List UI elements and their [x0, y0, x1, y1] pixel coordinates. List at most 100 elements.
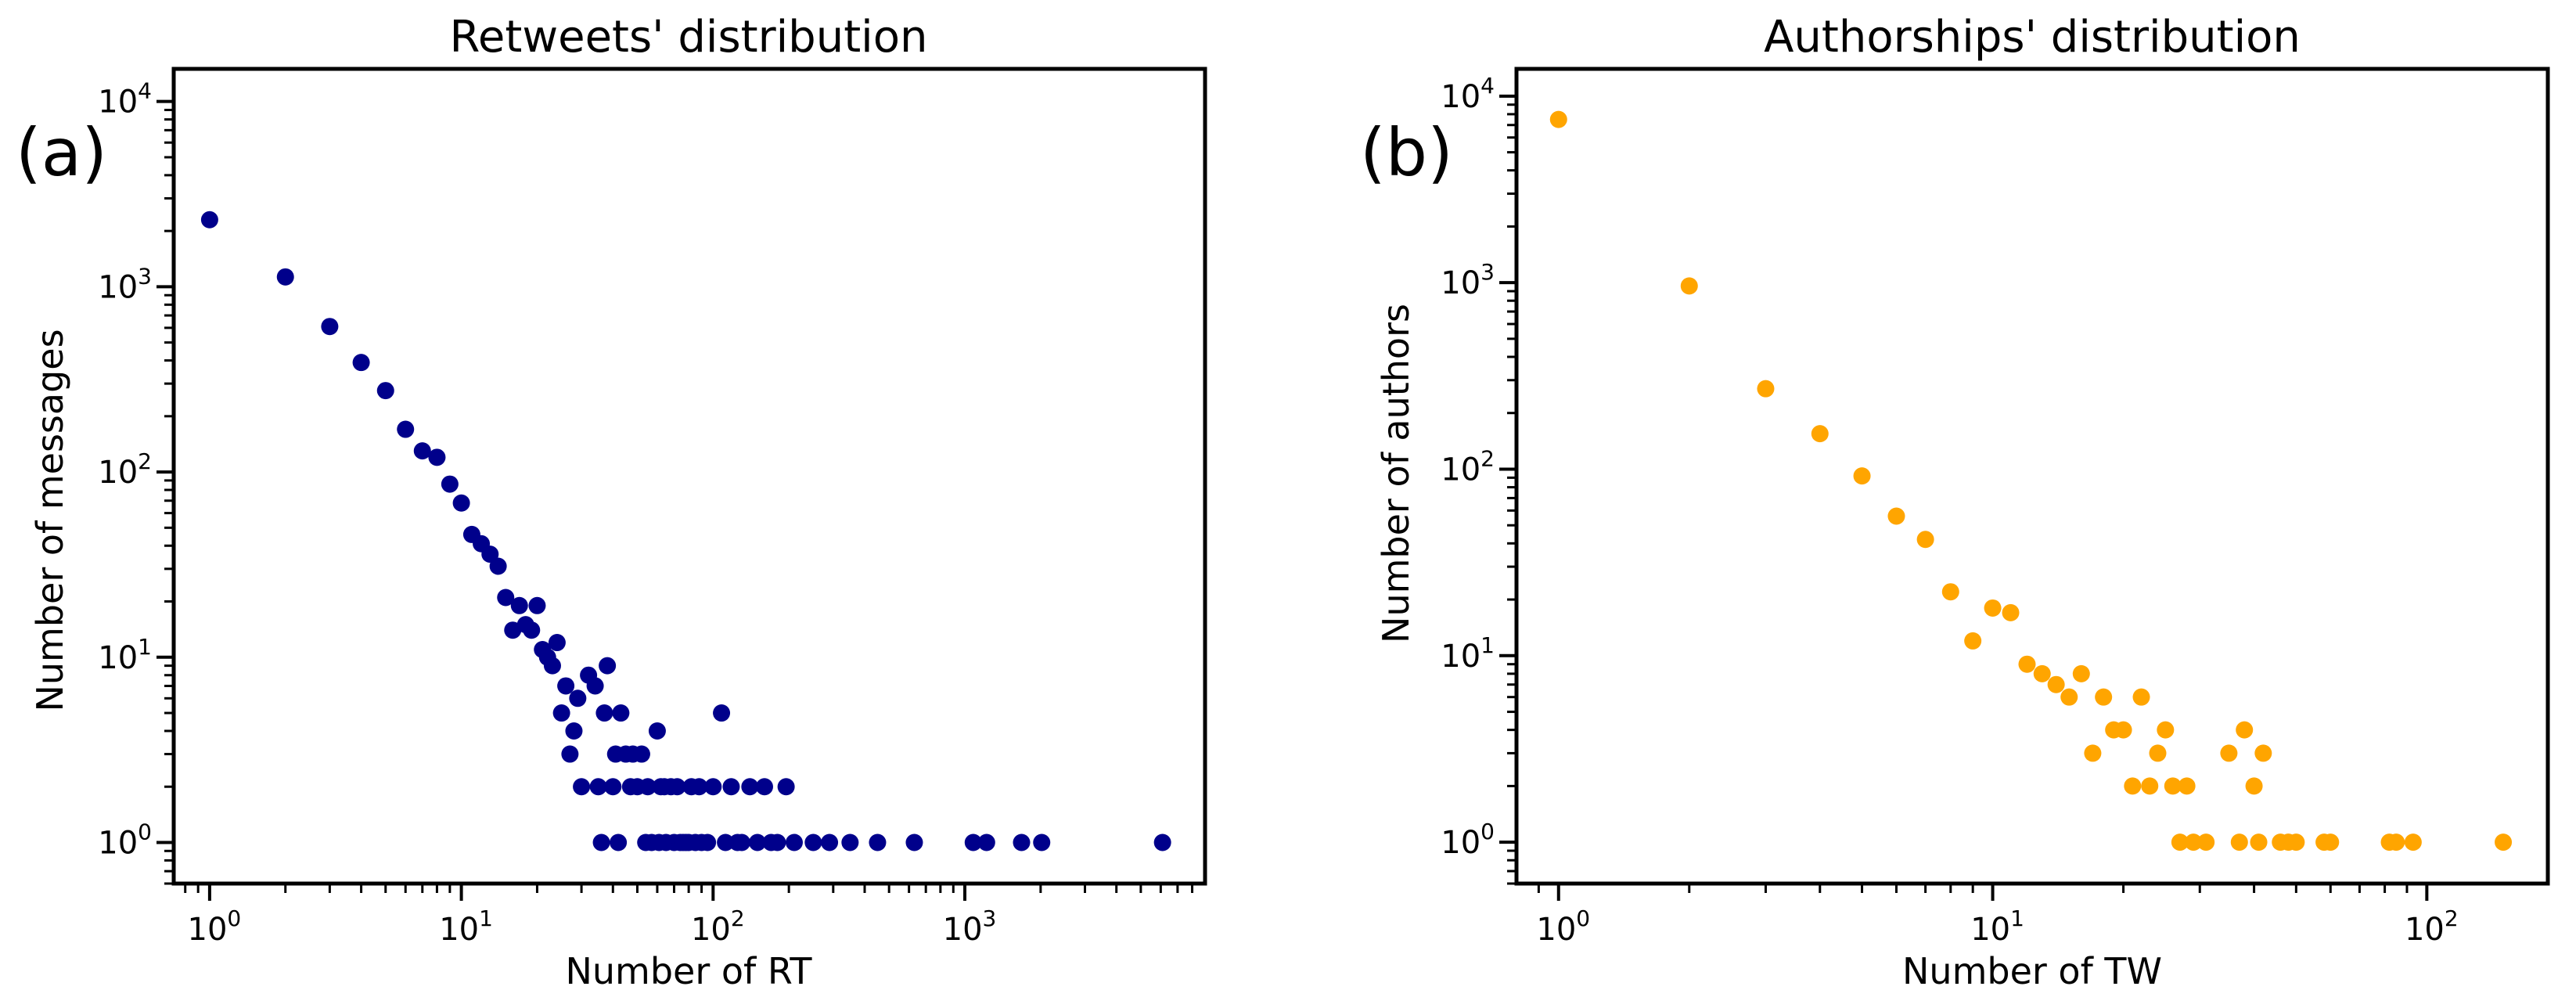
panel-b-data-point: [1853, 467, 1871, 485]
panel-a-data-point: [905, 833, 923, 851]
panel-a-data-point: [397, 420, 415, 438]
panel-a-data-point: [632, 745, 650, 763]
panel-b-data-point: [1549, 110, 1567, 128]
panel-a-data-point: [610, 833, 628, 851]
panel-a-data-point: [497, 589, 515, 607]
panel-a-data-point: [690, 778, 708, 796]
panel-a-points: [200, 211, 1171, 851]
panel-a-data-point: [748, 833, 766, 851]
panel-b-data-point: [2164, 777, 2182, 795]
panel-b-data-point: [1811, 425, 1829, 443]
panel-a-data-point: [732, 833, 750, 851]
panel-b-data-point: [2047, 675, 2065, 693]
panel-b-data-point: [2404, 833, 2422, 851]
panel-b-ylabel: Number of authors: [1375, 304, 1417, 643]
panel-a-data-point: [777, 778, 795, 796]
panel-b-data-point: [1887, 507, 1905, 525]
panel-a-data-point: [352, 354, 370, 372]
panel-b-y-tick-label: 100: [1441, 819, 1495, 861]
panel-a-data-point: [1013, 833, 1031, 851]
panel-b-data-point: [2171, 833, 2189, 851]
panel-a-data-point: [668, 778, 686, 796]
panel-a-title: Retweets' distribution: [450, 12, 928, 63]
panel-b-data-point: [2250, 833, 2268, 851]
panel-b-data-point: [2185, 833, 2203, 851]
panel-a-data-point: [552, 704, 570, 722]
panel-a-data-point: [1153, 833, 1171, 851]
panel-a-data-point: [569, 689, 587, 707]
panel-a-data-point: [612, 704, 630, 722]
panel-b-data-point: [2002, 603, 2020, 621]
panel-a-data-point: [595, 704, 613, 722]
panel-a-y-tick-label: 100: [98, 819, 152, 861]
panel-a-x-tick-label: 103: [943, 905, 997, 948]
panel-a-data-point: [452, 494, 470, 512]
panel-b-data-point: [2287, 833, 2305, 851]
panel-a-data-point: [741, 778, 759, 796]
panel-a-y-tick-label: 102: [98, 448, 152, 491]
panel-a-ticks: 100 101 102 103 100 101 102 103 104: [98, 78, 1194, 948]
panel-a-data-point: [977, 833, 995, 851]
panel-b-frame: [1514, 67, 2550, 886]
panel-a-data-point: [481, 545, 499, 563]
panel-a-data-point: [604, 778, 622, 796]
panel-b-x-tick-label: 100: [1536, 905, 1590, 948]
panel-b-data-point: [2157, 721, 2175, 739]
panel-b-data-point: [2245, 777, 2263, 795]
panel-a-data-point: [964, 833, 982, 851]
panel-b-xlabel: Number of TW: [1902, 950, 2162, 992]
panel-a-data-point: [528, 596, 546, 614]
panel-a-ylabel: Number of messages: [29, 329, 71, 711]
panel-b-data-point: [2018, 655, 2036, 673]
panel-a: Retweets' distribution (a) Number of RT …: [16, 12, 1207, 992]
panel-a-data-point: [768, 833, 786, 851]
panel-b-y-tick-label: 102: [1441, 445, 1495, 488]
panel-a-data-point: [376, 382, 394, 400]
panel-b-points: [1549, 110, 2513, 851]
panel-b-y-tick-label: 101: [1441, 632, 1495, 675]
panel-a-data-point: [841, 833, 859, 851]
panel-a-data-point: [489, 557, 507, 575]
panel-a-y-tick-label: 103: [98, 263, 152, 305]
panel-a-data-point: [592, 833, 610, 851]
panel-b-data-point: [2124, 777, 2142, 795]
panel-a-data-point: [200, 211, 218, 229]
panel-b-data-point: [1757, 380, 1775, 398]
panel-a-data-point: [869, 833, 887, 851]
panel-b-x-tick-label: 101: [1970, 905, 2024, 948]
panel-b-data-point: [1916, 531, 1934, 549]
panel-b-data-point: [2322, 833, 2340, 851]
panel-a-data-point: [639, 778, 657, 796]
panel-a-data-point: [561, 745, 579, 763]
panel-a-label: (a): [16, 114, 107, 191]
panel-a-data-point: [557, 677, 575, 695]
panel-b: Authorships' distribution (b) Number of …: [1360, 12, 2550, 992]
panel-b-data-point: [2095, 688, 2113, 706]
panel-a-data-point: [586, 677, 604, 695]
panel-b-data-point: [2387, 833, 2405, 851]
panel-b-data-point: [2060, 688, 2078, 706]
panel-a-data-point: [510, 596, 528, 614]
panel-a-y-tick-label: 104: [98, 78, 152, 121]
panel-b-data-point: [2230, 833, 2248, 851]
panel-a-data-point: [1033, 833, 1051, 851]
panel-b-data-point: [2132, 688, 2150, 706]
panel-a-data-point: [523, 621, 541, 639]
panel-b-data-point: [2114, 721, 2132, 739]
panel-b-data-point: [2084, 744, 2102, 762]
panel-a-data-point: [713, 704, 731, 722]
panel-b-ticks: 100 101 102 100 101 102 103 104: [1441, 73, 2458, 948]
panel-b-x-tick-label: 102: [2405, 905, 2459, 948]
panel-b-y-tick-label: 103: [1441, 259, 1495, 301]
panel-b-data-point: [2236, 721, 2254, 739]
panel-a-y-tick-label: 101: [98, 634, 152, 676]
panel-a-data-point: [504, 621, 522, 639]
panel-b-y-tick-label: 104: [1441, 73, 1495, 115]
panel-a-x-tick-label: 102: [691, 905, 745, 948]
panel-a-data-point: [755, 778, 773, 796]
panel-b-data-point: [2178, 777, 2196, 795]
panel-b-data-point: [2141, 777, 2159, 795]
panel-a-data-point: [785, 833, 803, 851]
panel-a-data-point: [821, 833, 839, 851]
panel-a-data-point: [321, 318, 339, 336]
